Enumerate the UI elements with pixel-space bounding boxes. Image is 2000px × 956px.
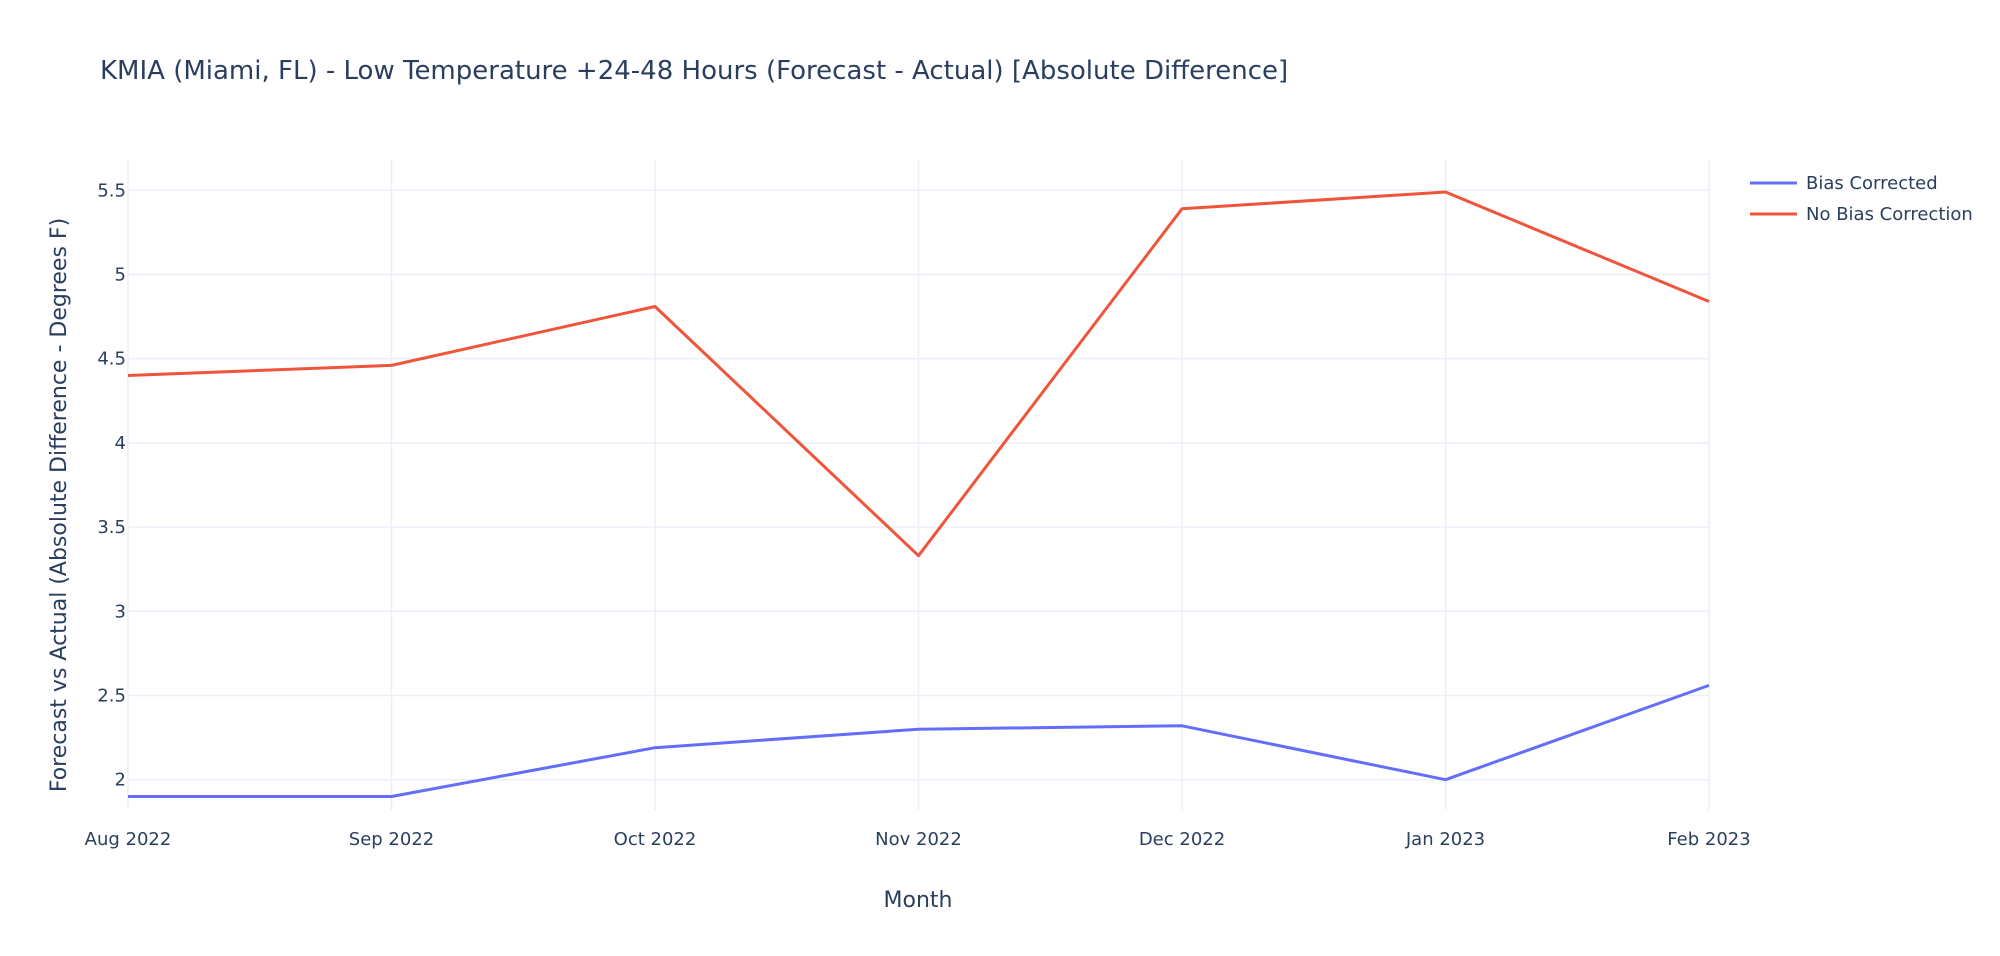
data-point (1706, 298, 1712, 304)
data-point (652, 745, 658, 751)
x-tick-label: Oct 2022 (614, 829, 697, 850)
series-line-2 (127, 190, 1710, 558)
y-tick-label: 2 (115, 770, 126, 791)
y-axis-title: Forecast vs Actual (Absolute Difference … (47, 218, 72, 792)
chart-title: KMIA (Miami, FL) - Low Temperature +24-4… (100, 56, 1288, 86)
data-point (125, 373, 131, 379)
data-point (389, 794, 395, 800)
x-tick-label: Aug 2022 (85, 829, 172, 850)
data-point (1443, 777, 1449, 783)
x-tick-labels: Aug 2022 Sep 2022 Oct 2022 Nov 2022 Dec 2022… (85, 829, 1751, 850)
y-tick-label: 3.5 (97, 517, 126, 538)
data-point (652, 304, 658, 310)
data-point (916, 726, 922, 732)
y-tick-labels: 2 2.5 3 3.5 4 4.5 5 5.5 (97, 180, 126, 790)
data-point (1443, 189, 1449, 195)
x-tick-label: Dec 2022 (1139, 829, 1225, 850)
legend-label: No Bias Correction (1806, 204, 1973, 225)
legend: Bias Corrected No Bias Correction (1750, 173, 1973, 225)
x-axis-title: Month (884, 888, 953, 913)
data-point (916, 553, 922, 559)
y-tick-label: 3 (115, 601, 126, 622)
x-tick-label: Feb 2023 (1667, 829, 1750, 850)
y-tick-label: 4.5 (97, 349, 126, 370)
y-tick-label: 2.5 (97, 685, 126, 706)
legend-item[interactable]: No Bias Correction (1750, 204, 1973, 225)
data-point (1179, 723, 1185, 729)
x-tick-label: Sep 2022 (349, 829, 434, 850)
y-tick-label: 5 (115, 265, 126, 286)
legend-label: Bias Corrected (1806, 173, 1938, 194)
data-point (125, 794, 131, 800)
y-tick-label: 5.5 (97, 180, 126, 201)
data-point (1706, 682, 1712, 688)
grid-layer (127, 160, 1710, 810)
x-tick-label: Nov 2022 (875, 829, 962, 850)
x-tick-label: Jan 2023 (1405, 829, 1485, 850)
legend-item[interactable]: Bias Corrected (1750, 173, 1938, 194)
y-tick-label: 4 (115, 433, 126, 454)
data-point (1179, 206, 1185, 212)
series-line-1 (128, 683, 1710, 798)
data-point (389, 362, 395, 368)
series-layer (125, 189, 1712, 800)
